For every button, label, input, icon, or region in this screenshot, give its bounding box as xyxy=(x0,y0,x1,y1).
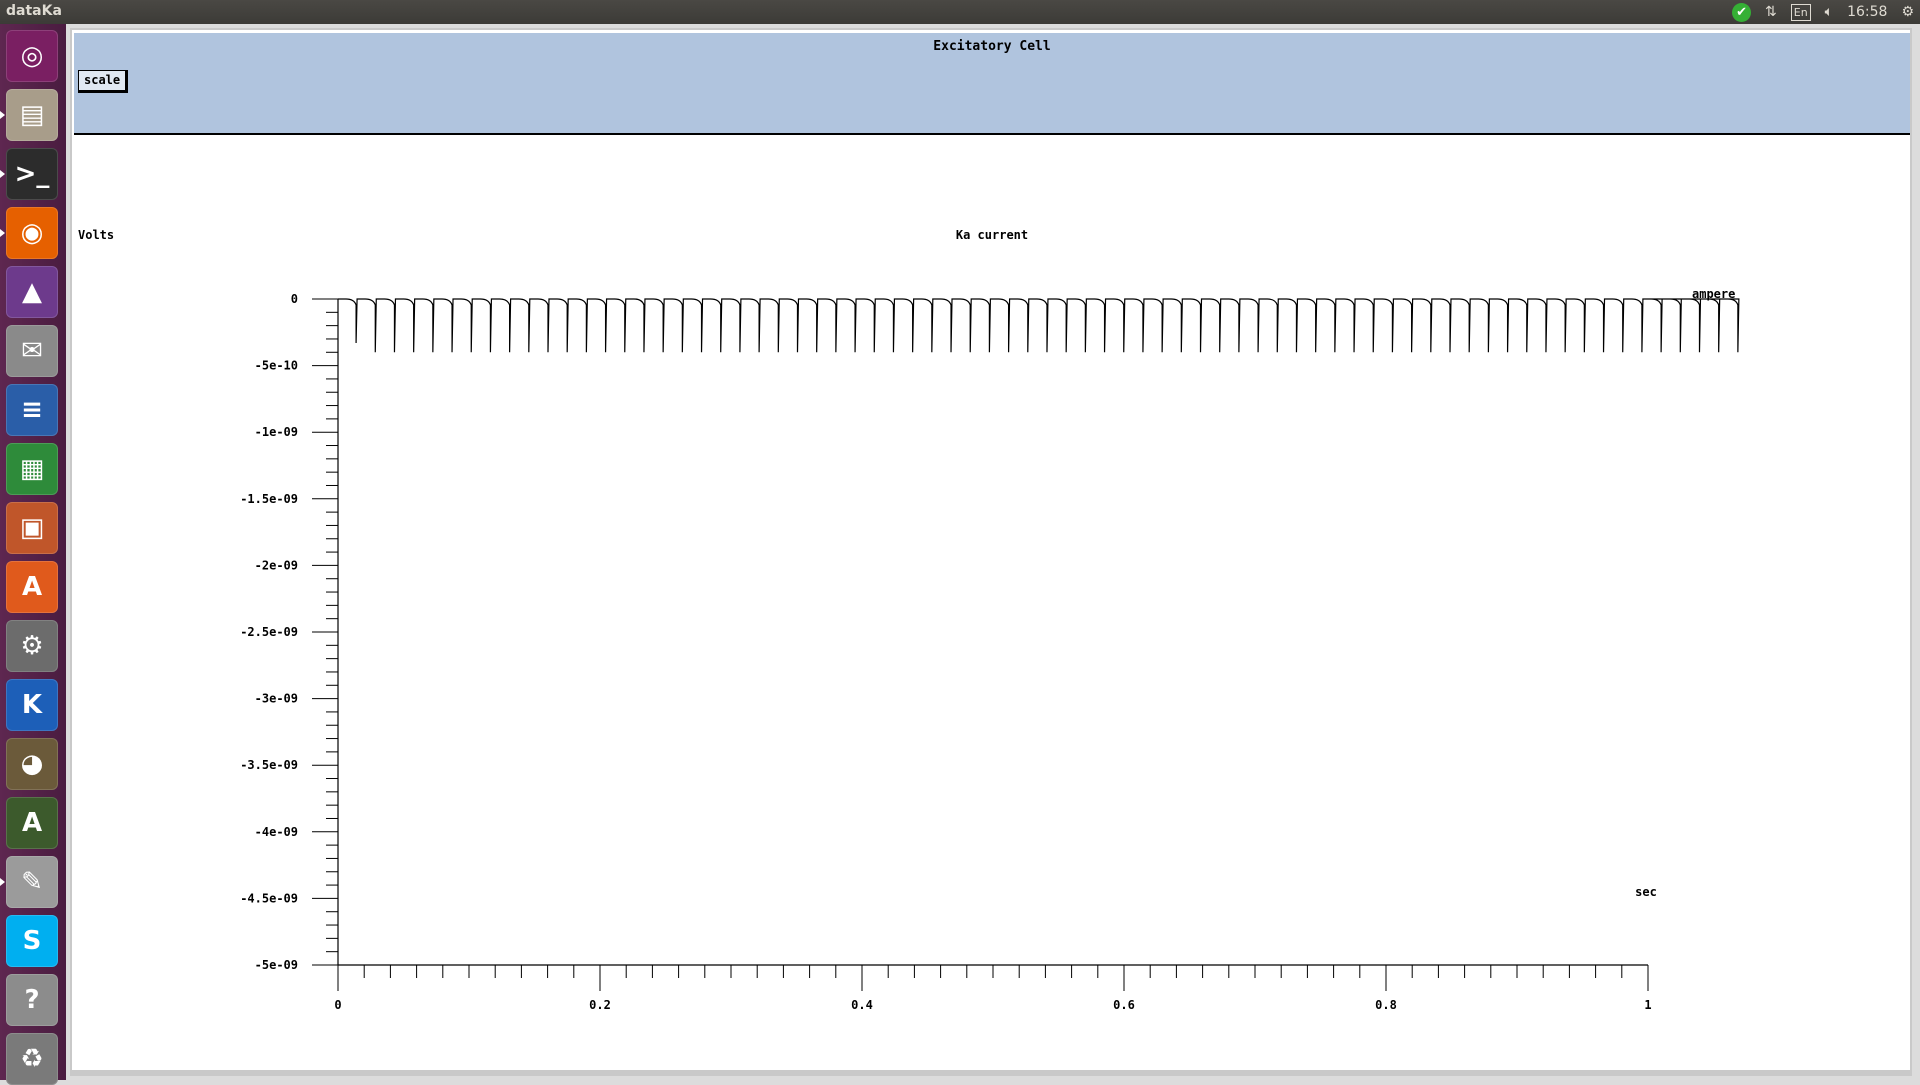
y-tick-label: -5e-09 xyxy=(255,958,298,972)
y-tick-label: -3e-09 xyxy=(255,692,298,706)
system-tray: ✔ ⇅ En 🔈︎ 16:58 ⚙ xyxy=(1732,0,1914,24)
launcher-ubuntu-dash-icon[interactable]: ◎ xyxy=(6,30,58,82)
launcher-kile-icon[interactable]: K xyxy=(6,679,58,731)
x-axis: 0 0.2 0.4 0.6 0.8 1 xyxy=(334,964,1652,1012)
y-axis-unit-label: ampere xyxy=(1692,287,1735,301)
chart-title: Ka current xyxy=(956,228,1028,242)
top-panel: dataKa ✔ ⇅ En 🔈︎ 16:58 ⚙ xyxy=(0,0,1920,24)
y-tick-label: 0 xyxy=(291,292,298,306)
launcher-running-indicator xyxy=(0,878,5,886)
launcher-running-indicator xyxy=(0,229,5,237)
keyboard-language-indicator[interactable]: En xyxy=(1790,3,1811,21)
launcher-updater-icon[interactable]: A xyxy=(6,797,58,849)
app-window: Excitatory Cell scale Volts Ka current a… xyxy=(70,28,1912,1076)
x-axis-label: sec xyxy=(1635,885,1657,899)
launcher-text-editor-icon[interactable]: ✎ xyxy=(6,856,58,908)
launcher-impress-icon[interactable]: ▣ xyxy=(6,502,58,554)
x-tick-label: 0 xyxy=(334,998,341,1012)
ka-current-trace xyxy=(338,298,1740,353)
launcher-running-indicator xyxy=(0,111,5,119)
y-tick-label: -2.5e-09 xyxy=(240,625,298,639)
launcher-mail-icon[interactable]: ✉ xyxy=(6,325,58,377)
y-tick-label: -1.5e-09 xyxy=(240,492,298,506)
launcher-help-icon[interactable]: ? xyxy=(6,974,58,1026)
y-tick-label: -1e-09 xyxy=(255,425,298,439)
network-icon[interactable]: ⇅ xyxy=(1765,4,1777,20)
y-tick-label: -5e-10 xyxy=(255,359,298,373)
graph-area: Volts Ka current ampere sec 0 -5e-10 -1e-0… xyxy=(72,138,1910,1068)
x-tick-label: 0.2 xyxy=(589,998,611,1012)
launcher-writer-icon[interactable]: ≡ xyxy=(6,384,58,436)
y-axis-label: Volts xyxy=(78,228,114,242)
x-tick-label: 1 xyxy=(1644,998,1651,1012)
y-axis: 0 -5e-10 -1e-09 -1.5e-09 -2e-09 -2.5e-09 -3e-0… xyxy=(240,292,339,972)
y-tick-label: -4e-09 xyxy=(255,825,298,839)
x-tick-label: 0.6 xyxy=(1113,998,1135,1012)
plot-svg: Volts Ka current ampere sec 0 -5e-10 -1e-0… xyxy=(78,228,1740,1012)
volume-icon[interactable]: 🔈︎ xyxy=(1824,4,1834,20)
scale-button[interactable]: scale xyxy=(78,70,129,93)
launcher-skype-icon[interactable]: S xyxy=(6,915,58,967)
launcher-trash-icon[interactable]: ♻ xyxy=(6,1033,58,1085)
control-panel: Excitatory Cell scale xyxy=(74,33,1910,135)
window-bottom-border xyxy=(72,1070,1910,1074)
window-title: Excitatory Cell xyxy=(933,39,1051,54)
system-gear-icon[interactable]: ⚙ xyxy=(1901,4,1914,20)
launcher-settings-icon[interactable]: ⚙ xyxy=(6,620,58,672)
y-tick-label: -3.5e-09 xyxy=(240,758,298,772)
launcher: ◎ ▤ >_ ◉ ▲ ✉ ≡ ▦ ▣ A ⚙ K ◕ A ✎ S? ♻ xyxy=(0,24,66,1085)
launcher-gimp-icon[interactable]: ◕ xyxy=(6,738,58,790)
clock[interactable]: 16:58 xyxy=(1847,4,1888,20)
launcher-running-indicator xyxy=(0,170,5,178)
y-tick-label: -4.5e-09 xyxy=(240,891,298,905)
x-tick-label: 0.4 xyxy=(851,998,873,1012)
launcher-terminal-icon[interactable]: >_ xyxy=(6,148,58,200)
launcher-matlab-icon[interactable]: ▲ xyxy=(6,266,58,318)
launcher-firefox-icon[interactable]: ◉ xyxy=(6,207,58,259)
launcher-calc-icon[interactable]: ▦ xyxy=(6,443,58,495)
update-ok-icon[interactable]: ✔ xyxy=(1732,2,1752,22)
launcher-software-center-icon[interactable]: A xyxy=(6,561,58,613)
y-tick-label: -2e-09 xyxy=(255,558,298,572)
app-title: dataKa xyxy=(6,3,62,19)
x-tick-label: 0.8 xyxy=(1375,998,1397,1012)
launcher-files-icon[interactable]: ▤ xyxy=(6,89,58,141)
